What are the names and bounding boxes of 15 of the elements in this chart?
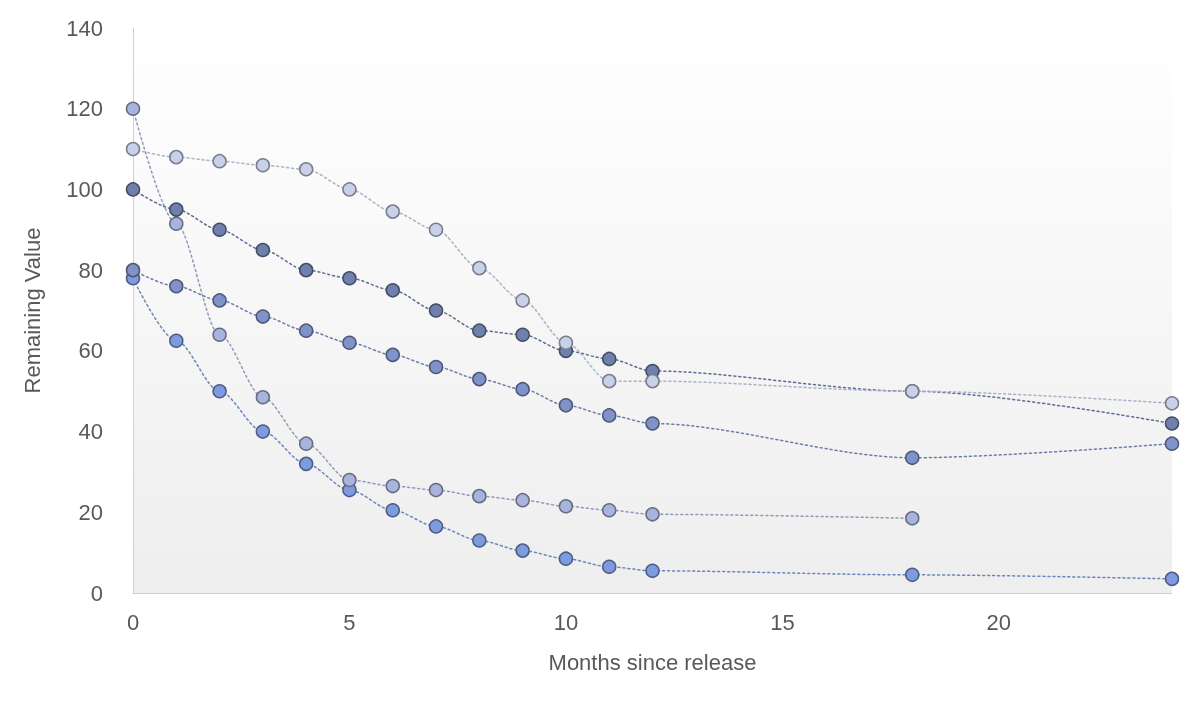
x-tick-label: 10: [553, 609, 579, 635]
x-tick-label: 5: [343, 609, 356, 635]
y-tick-label: 20: [78, 499, 103, 525]
y-tick-label: 0: [90, 580, 103, 606]
x-tick-label: 0: [126, 609, 140, 635]
x-tick-label: 20: [986, 609, 1012, 635]
y-tick-label: 80: [78, 257, 103, 283]
y-tick-label: 140: [66, 15, 103, 41]
y-tick-label: 60: [78, 338, 103, 364]
y-tick-label: 120: [66, 96, 103, 122]
y-tick-label: 100: [66, 176, 103, 202]
x-axis-title: Months since release: [548, 649, 757, 675]
y-axis-title: Remaining Value: [19, 227, 45, 394]
y-tick-label: 40: [78, 419, 103, 445]
x-tick-label: 15: [770, 609, 795, 635]
